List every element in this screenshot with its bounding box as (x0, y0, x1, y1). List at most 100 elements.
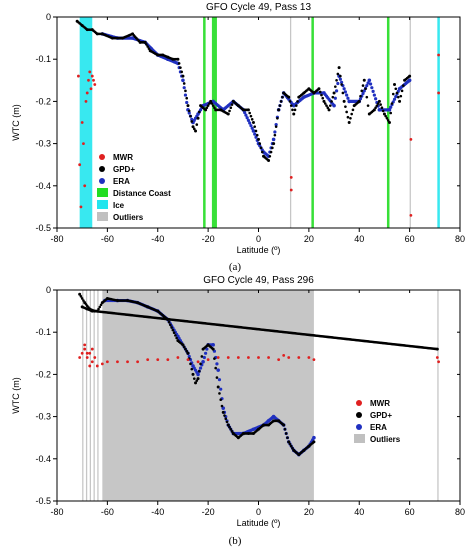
x-tick-label: -20 (202, 234, 215, 244)
x-tick-label: -60 (101, 507, 114, 517)
legend-marker-mwr (99, 154, 105, 160)
point-era (394, 95, 398, 99)
point-gpd (276, 419, 279, 423)
point-gpd (349, 116, 352, 120)
point-mwr (196, 360, 200, 364)
point-gpd (340, 83, 343, 86)
point-gpd (255, 429, 259, 432)
point-gpd (287, 440, 291, 444)
point-gpd (327, 108, 331, 112)
point-gpd (192, 377, 196, 380)
point-gpd (296, 452, 299, 455)
point-gpd (230, 103, 234, 106)
point-gpd (119, 36, 123, 40)
point-mwr (83, 347, 87, 351)
point-gpd (205, 344, 209, 348)
point-gpd (255, 133, 259, 137)
point-gpd (235, 435, 239, 438)
point-mwr (78, 163, 82, 167)
band-ice (437, 17, 440, 228)
point-gpd (229, 106, 233, 110)
point-gpd (271, 420, 274, 424)
x-tick-label: 20 (304, 234, 314, 244)
point-gpd (293, 108, 297, 112)
point-gpd (336, 72, 340, 76)
point-mwr (289, 188, 293, 192)
panel-caption: (b) (229, 535, 242, 547)
point-gpd (114, 298, 118, 302)
point-gpd (326, 106, 330, 110)
point-gpd (155, 52, 158, 56)
point-gpd (170, 326, 173, 329)
legend-marker-gpd (99, 166, 105, 172)
point-gpd (220, 404, 224, 408)
point-gpd (84, 27, 88, 30)
point-gpd (225, 112, 229, 115)
point-gpd (286, 94, 289, 98)
point-era (175, 61, 179, 65)
point-mwr (136, 360, 140, 364)
point-gpd (198, 369, 201, 373)
y-tick-label: -0.2 (35, 96, 51, 106)
point-mwr (116, 360, 119, 364)
point-gpd (407, 75, 410, 79)
point-gpd (371, 109, 375, 113)
point-mwr (247, 356, 250, 359)
point-gpd (194, 129, 198, 133)
point-gpd (391, 92, 395, 96)
point-gpd (322, 99, 326, 103)
point-gpd (260, 150, 264, 154)
point-era (271, 137, 276, 142)
point-gpd (240, 433, 244, 436)
point-gpd (260, 424, 264, 428)
point-gpd (79, 295, 83, 298)
point-mwr (435, 356, 439, 359)
point-era (265, 153, 269, 157)
point-mwr (289, 175, 293, 179)
point-gpd (381, 109, 385, 113)
point-gpd (229, 427, 233, 431)
point-gpd (169, 323, 172, 327)
point-gpd (253, 125, 257, 129)
point-gpd (364, 87, 367, 91)
legend-label: Distance Coast (113, 189, 171, 198)
legend-marker-gpd (356, 412, 362, 418)
panel-caption: (a) (229, 261, 242, 273)
point-gpd (360, 89, 364, 93)
y-tick-label: -0.5 (35, 496, 51, 506)
point-mwr (156, 358, 160, 362)
point-gpd (192, 127, 196, 131)
point-era (204, 351, 208, 355)
point-gpd (147, 47, 151, 50)
point-mwr (437, 91, 440, 95)
point-gpd (175, 336, 178, 340)
chart-panel-1: -80 -60 -40 -20 0 20 40 60 80 -0.5 -0.4 -0.3 -0.2 -0.… (11, 2, 465, 273)
point-gpd (288, 100, 292, 103)
point-gpd (79, 23, 83, 26)
point-mwr (257, 356, 260, 359)
point-gpd (218, 108, 221, 112)
point-gpd (362, 78, 366, 82)
point-gpd (291, 446, 294, 450)
x-tick-label: 0 (256, 507, 261, 517)
point-mwr (100, 362, 104, 366)
point-gpd (390, 102, 394, 105)
point-gpd (160, 53, 163, 57)
point-gpd (277, 108, 281, 112)
y-tick-label: 0 (46, 12, 51, 22)
point-mwr (409, 137, 413, 141)
point-gpd (301, 450, 304, 453)
point-gpd (189, 114, 192, 118)
point-gpd (99, 32, 103, 36)
point-era (181, 78, 185, 83)
point-gpd (155, 309, 158, 312)
y-tick-label: -0.1 (35, 54, 51, 64)
point-gpd (84, 307, 88, 310)
point-gpd (351, 108, 355, 112)
point-era (342, 87, 346, 91)
point-gpd (190, 120, 194, 123)
point-gpd (279, 100, 283, 103)
y-tick-label: -0.4 (35, 181, 51, 191)
y-tick-label: -0.1 (35, 327, 51, 337)
point-gpd (182, 82, 186, 85)
